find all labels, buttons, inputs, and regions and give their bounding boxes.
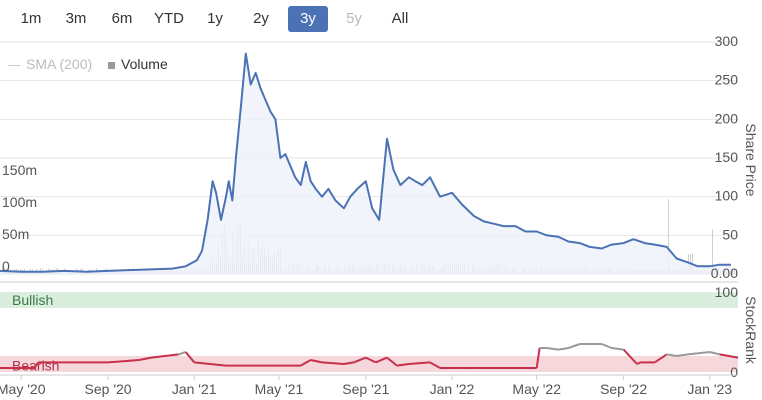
- range-button-3y[interactable]: 3y: [288, 6, 328, 32]
- x-tick-label: Sep '21: [342, 381, 389, 397]
- legend-sma-label: SMA (200): [26, 56, 93, 72]
- rank-line-segment: [365, 356, 377, 364]
- rank-line-segment: [568, 343, 581, 349]
- x-tick-label: Sep '20: [85, 381, 132, 397]
- rank-line-segment: [321, 361, 344, 365]
- rank-line-segment: [178, 351, 187, 356]
- rank-line-segment: [150, 353, 179, 359]
- volume-bar: [736, 268, 737, 274]
- price-tick-label: 150: [715, 149, 739, 165]
- rank-line-segment: [429, 361, 434, 365]
- range-button-all[interactable]: All: [391, 10, 409, 27]
- range-selector: 1m 3m 6m YTD 1y 2y 3y 5y All: [0, 0, 762, 36]
- rank-line-segment: [654, 353, 668, 364]
- rank-line-segment: [432, 363, 441, 369]
- volume-square-icon: [108, 61, 116, 69]
- rank-line-segment: [184, 351, 195, 364]
- range-button-3m[interactable]: 3m: [65, 10, 87, 27]
- rank-tick-label: 100: [715, 284, 739, 300]
- rank-line-segment: [310, 359, 323, 364]
- rank-line-segment: [33, 361, 39, 369]
- rank-tick-label: 0: [730, 364, 738, 380]
- price-tick-label: 300: [715, 33, 739, 49]
- x-tick-label: Jan '23: [687, 381, 732, 397]
- x-tick-label: May '21: [255, 381, 304, 397]
- rank-line-segment: [535, 347, 541, 369]
- volume-tick-label: 150m: [2, 162, 37, 178]
- rank-line-segment: [194, 361, 227, 367]
- volume-tick-label: 0: [2, 258, 10, 274]
- bullish-band: [0, 292, 738, 308]
- bullish-label: Bullish: [12, 292, 53, 308]
- x-tick-label: May '20: [0, 381, 46, 397]
- rank-line-segment: [108, 359, 140, 364]
- rank-line-segment: [622, 348, 638, 365]
- rank-line-segment: [546, 347, 559, 351]
- rank-line-segment: [300, 359, 312, 367]
- rank-line-segment: [343, 361, 354, 365]
- price-tick-label: 200: [715, 110, 739, 126]
- volume-bar: [712, 229, 713, 274]
- sma-line-icon: [8, 64, 20, 66]
- range-button-1m[interactable]: 1m: [20, 10, 42, 27]
- price-tick-label: 0.00: [711, 265, 738, 281]
- price-line: [0, 52, 731, 273]
- price-area: [0, 53, 731, 274]
- rank-axis-title: StockRank: [743, 296, 759, 365]
- rank-line-segment: [396, 363, 410, 367]
- rank-line-segment: [558, 347, 569, 351]
- range-button-5y: 5y: [346, 10, 362, 27]
- volume-bar: [732, 269, 733, 274]
- rank-line-segment: [408, 361, 431, 365]
- rank-line-segment: [138, 356, 152, 361]
- rank-line-segment: [386, 356, 398, 367]
- rank-line-segment: [601, 343, 612, 349]
- rank-line-segment: [353, 356, 367, 364]
- x-tick-label: Jan '22: [430, 381, 475, 397]
- rank-line-segment: [709, 351, 720, 356]
- volume-tick-label: 100m: [2, 194, 37, 210]
- range-button-1y[interactable]: 1y: [207, 10, 223, 27]
- legend-volume[interactable]: Volume: [108, 56, 168, 72]
- bearish-band: [0, 356, 738, 372]
- price-tick-label: 250: [715, 72, 739, 88]
- rank-line-segment: [687, 351, 710, 356]
- range-button-2y[interactable]: 2y: [253, 10, 269, 27]
- price-tick-label: 50: [722, 226, 738, 242]
- x-tick-label: Sep '22: [600, 381, 647, 397]
- volume-bar: [668, 199, 669, 274]
- rank-line-segment: [719, 353, 739, 359]
- volume-tick-label: 50m: [2, 226, 29, 242]
- rank-line-segment: [636, 361, 641, 365]
- rank-line-segment: [611, 347, 624, 351]
- legend-volume-label: Volume: [121, 56, 168, 72]
- legend-sma[interactable]: SMA (200): [8, 56, 92, 72]
- range-button-6m[interactable]: 6m: [111, 10, 133, 27]
- rank-line-segment: [666, 353, 677, 357]
- chart-legend: SMA (200) Volume: [8, 56, 168, 72]
- price-axis-title: Share Price: [743, 123, 759, 196]
- rank-line-segment: [375, 356, 388, 364]
- rank-line-segment: [676, 353, 689, 357]
- price-tick-label: 100: [715, 188, 739, 204]
- volume-bar: [734, 269, 735, 274]
- x-tick-label: May '22: [512, 381, 561, 397]
- x-tick-label: Jan '21: [172, 381, 217, 397]
- range-button-ytd[interactable]: YTD: [154, 10, 184, 27]
